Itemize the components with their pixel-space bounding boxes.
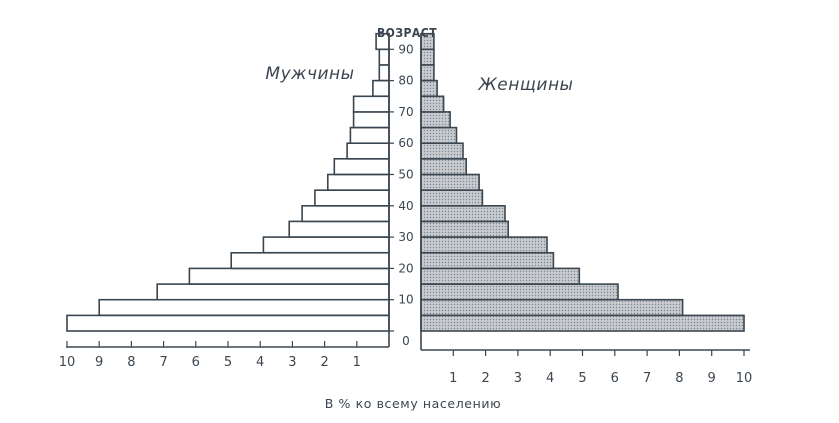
female-bar-10-14	[420, 283, 619, 301]
age-tick-70: 70	[398, 105, 413, 119]
female-x-tick-8: 8	[675, 371, 683, 386]
female-bar-0-4	[420, 314, 745, 332]
female-x-tick-2: 2	[481, 371, 489, 386]
male-x-tick-5: 5	[224, 355, 232, 370]
male-x-tick-3: 3	[288, 355, 296, 370]
female-series-label: Женщины	[478, 75, 574, 95]
male-bar-30-34	[288, 220, 390, 238]
male-series-label: Мужчины	[265, 64, 354, 84]
female-x-tick-4: 4	[546, 371, 554, 386]
male-bar-85-89	[378, 48, 390, 66]
male-x-tick-1: 1	[353, 355, 361, 370]
male-bar-35-39	[301, 205, 390, 223]
age-tick-10: 10	[398, 293, 413, 307]
age-tick-80: 80	[398, 74, 413, 88]
age-tick-20: 20	[398, 261, 413, 275]
female-bar-5-9	[420, 298, 684, 317]
male-bar-20-24	[230, 252, 390, 270]
female-bar-60-64	[420, 126, 458, 144]
age-axis-title: ВОЗРАСТ	[377, 26, 437, 40]
male-bar-70-74	[352, 95, 390, 113]
male-bar-15-19	[188, 267, 390, 285]
male-bar-25-29	[262, 236, 390, 254]
female-bar-70-74	[420, 95, 445, 113]
female-x-tick-1: 1	[449, 371, 457, 386]
male-bar-80-84	[378, 64, 390, 82]
male-bar-50-54	[333, 158, 390, 176]
age-tick-40: 40	[398, 199, 413, 213]
female-bar-35-39	[420, 205, 506, 223]
female-x-tick-6: 6	[611, 371, 619, 386]
male-x-tick-10: 10	[59, 355, 76, 370]
male-bar-10-14	[156, 283, 390, 301]
male-bar-5-9	[98, 298, 390, 317]
age-ticks-group: 0 10 20 30 40 50 60 70 80 90	[389, 42, 414, 348]
female-bar-40-44	[420, 189, 484, 207]
male-bar-55-59	[346, 142, 390, 160]
female-x-ticks-group: 1 2 3 4 5 6 7 8 9 10	[449, 350, 752, 386]
female-bar-15-19	[420, 267, 581, 285]
female-bar-65-69	[420, 111, 451, 129]
male-bar-0-4	[66, 314, 390, 332]
age-tick-90: 90	[398, 42, 413, 56]
female-x-tick-3: 3	[514, 371, 522, 386]
female-bar-50-54	[420, 158, 468, 176]
female-bar-20-24	[420, 252, 555, 270]
female-bar-75-79	[420, 79, 438, 97]
female-bar-55-59	[420, 142, 464, 160]
female-x-tick-5: 5	[578, 371, 586, 386]
male-bar-45-49	[326, 173, 390, 191]
male-x-tick-8: 8	[127, 355, 135, 370]
male-bar-60-64	[349, 126, 390, 144]
male-x-tick-2: 2	[320, 355, 328, 370]
male-x-tick-4: 4	[256, 355, 264, 370]
female-bars-group	[420, 32, 745, 332]
age-tick-60: 60	[398, 136, 413, 150]
female-bar-85-89	[420, 48, 435, 66]
female-bar-25-29	[420, 236, 548, 254]
male-bar-40-44	[314, 189, 390, 207]
male-x-tick-6: 6	[192, 355, 200, 370]
male-x-ticks-group: 1 2 3 4 5 6 7 8 9 10	[59, 341, 361, 370]
female-bar-80-84	[420, 64, 435, 82]
male-x-tick-7: 7	[159, 355, 167, 370]
male-bar-65-69	[352, 111, 390, 129]
female-x-tick-7: 7	[643, 371, 651, 386]
female-x-tick-9: 9	[708, 371, 716, 386]
male-x-tick-9: 9	[95, 355, 103, 370]
age-tick-50: 50	[398, 168, 413, 182]
female-bar-45-49	[420, 173, 480, 191]
male-bar-75-79	[372, 79, 390, 97]
female-bar-30-34	[420, 220, 509, 238]
female-x-tick-10: 10	[736, 371, 753, 386]
age-tick-30: 30	[398, 230, 413, 244]
x-axis-title: В % ко всему населению	[325, 396, 501, 411]
age-tick-0: 0	[402, 334, 410, 348]
